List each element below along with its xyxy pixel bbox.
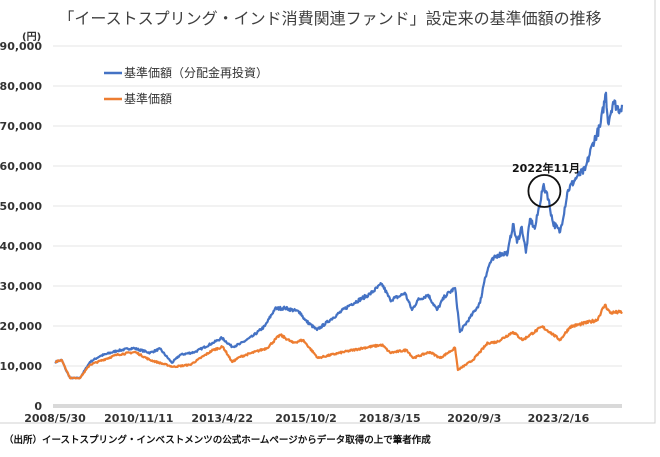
x-tick-label: 2013/4/22 <box>191 412 253 425</box>
legend-label-nav: 基準価額 <box>124 91 172 106</box>
chart-title: 「イーストスプリング・インド消費関連ファンド」設定来の基準価額の推移 <box>58 9 601 28</box>
y-tick-label: 90,000 <box>0 40 42 53</box>
annotation-circle <box>527 174 562 208</box>
legend: 基準価額（分配金再投資） 基準価額 <box>104 65 268 106</box>
source-note: （出所）イーストスプリング・インベストメンツの公式ホームページからデータ取得の上… <box>4 434 431 446</box>
annotation-label: 2022年11月 <box>512 161 580 175</box>
x-tick-label: 2008/5/30 <box>24 412 86 425</box>
y-axis-unit: (円) <box>22 31 41 43</box>
y-tick-label: 20,000 <box>0 320 42 333</box>
chart-frame <box>0 0 656 424</box>
y-tick-label: 40,000 <box>0 240 42 253</box>
x-tick-label: 2023/2/16 <box>528 412 590 425</box>
series-line-nav <box>54 303 623 380</box>
y-tick-label: 50,000 <box>0 200 42 213</box>
x-tick-label: 2015/10/2 <box>275 412 337 425</box>
x-tick-label: 2018/3/15 <box>359 412 421 425</box>
series-line-nav-reinvested <box>54 91 624 380</box>
y-tick-label: 80,000 <box>0 80 42 93</box>
y-tick-label: 10,000 <box>0 360 42 373</box>
y-tick-label: 30,000 <box>0 280 42 293</box>
x-tick-label: 2020/9/3 <box>447 412 501 425</box>
y-tick-label: 60,000 <box>0 160 42 173</box>
legend-label-nav-reinvested: 基準価額（分配金再投資） <box>124 65 268 80</box>
x-tick-label: 2010/11/11 <box>104 412 173 425</box>
y-tick-label: 0 <box>34 400 42 413</box>
y-tick-label: 70,000 <box>0 120 42 133</box>
